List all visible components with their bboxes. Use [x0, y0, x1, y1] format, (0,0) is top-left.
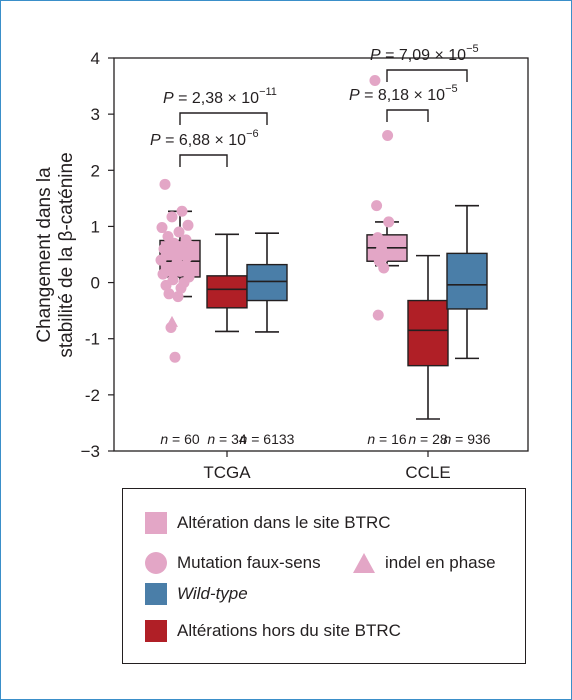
x-tick-label: CCLE — [405, 463, 450, 480]
data-point-missense — [168, 237, 180, 249]
significance-bracket — [386, 109, 429, 122]
data-point-missense — [166, 211, 178, 223]
box — [206, 275, 248, 309]
data-point-missense — [164, 249, 176, 260]
legend-item-missense: Mutation faux-sens — [145, 551, 321, 575]
legend-label-out-site: Altérations hors du site BTRC — [177, 621, 401, 640]
data-point-missense — [157, 268, 169, 280]
legend: Altération dans le site BTRC Mutation fa… — [122, 488, 526, 664]
plot-area: 4 3 2 1 0 -1 -2 −3 TCGA CCLE n = 60 n = 34n = 6133 P… — [81, 43, 529, 480]
legend-label-indel: indel en phase — [385, 553, 496, 572]
n-label: n = 16 — [367, 431, 407, 447]
y-tick-label: 0 — [91, 274, 100, 293]
p-value-label: P = 8,18 × 10−5 — [349, 83, 458, 104]
data-point-missense — [376, 243, 388, 255]
p-value-label: P = 7,09 × 10−5 — [370, 43, 479, 64]
data-point-missense — [372, 309, 384, 321]
y-tick-label: 4 — [91, 49, 100, 68]
data-point-missense — [383, 216, 395, 228]
p-value-label: P = 6,88 × 10−6 — [150, 128, 259, 149]
data-point-missense — [155, 254, 167, 266]
data-point-missense — [174, 265, 186, 277]
y-tick-label: 1 — [91, 217, 100, 236]
boxplot-chart: Changement dans la stabilité de la β-cat… — [34, 43, 529, 480]
data-point-missense — [182, 219, 194, 231]
p-value-label: P = 2,38 × 10−11 — [163, 86, 277, 107]
pink-circle-icon — [145, 552, 167, 574]
y-tick-label: -2 — [85, 386, 100, 405]
data-point-indel — [166, 315, 178, 327]
n-label: n = 34 — [207, 431, 247, 447]
y-axis-title-line2: stabilité de la β-caténine — [56, 152, 77, 357]
data-point-missense — [163, 288, 175, 300]
significance-bracket — [179, 112, 268, 125]
data-point-missense — [371, 200, 383, 212]
plot-frame — [113, 57, 529, 452]
legend-item-indel: indel en phase — [353, 551, 496, 575]
significance-bracket — [386, 69, 468, 82]
data-point-missense — [175, 282, 187, 294]
red-square-icon — [145, 620, 167, 642]
data-point-missense — [172, 291, 184, 303]
significance-bracket — [179, 154, 228, 167]
data-point-missense — [169, 351, 181, 363]
data-point-missense — [173, 226, 185, 238]
legend-item-in-site: Altération dans le site BTRC — [145, 511, 391, 535]
data-point-missense — [378, 262, 390, 274]
y-tick-label: −3 — [81, 442, 100, 461]
data-point-missense — [160, 279, 172, 291]
box — [407, 299, 449, 367]
n-label: n = 936 — [443, 431, 490, 447]
data-point-missense — [372, 232, 384, 244]
pink-square-icon — [145, 512, 167, 534]
legend-label-missense: Mutation faux-sens — [177, 553, 321, 572]
y-tick-label: 2 — [91, 161, 100, 180]
legend-label-wild-type: Wild-type — [177, 584, 248, 603]
legend-label-in-site: Altération dans le site BTRC — [177, 513, 391, 532]
y-tick-label: -1 — [85, 330, 100, 349]
data-point-missense — [382, 129, 394, 141]
y-axis-title-line1: Changement dans la — [34, 167, 55, 343]
pink-triangle-icon — [353, 553, 375, 573]
box — [246, 263, 288, 302]
n-label: n = 60 — [160, 431, 200, 447]
box — [446, 252, 488, 310]
n-label: n = 28 — [408, 431, 448, 447]
legend-item-out-site: Altérations hors du site BTRC — [145, 619, 401, 643]
data-point-missense — [181, 251, 193, 263]
n-label: n = 6133 — [240, 431, 295, 447]
x-tick-label: TCGA — [203, 463, 251, 480]
data-point-missense — [156, 222, 168, 234]
data-point-missense — [176, 205, 188, 217]
y-tick-label: 3 — [91, 105, 100, 124]
blue-square-icon — [145, 583, 167, 605]
data-point-missense — [159, 178, 171, 190]
data-point-missense — [369, 74, 381, 86]
legend-item-wild-type: Wild-type — [145, 582, 248, 606]
